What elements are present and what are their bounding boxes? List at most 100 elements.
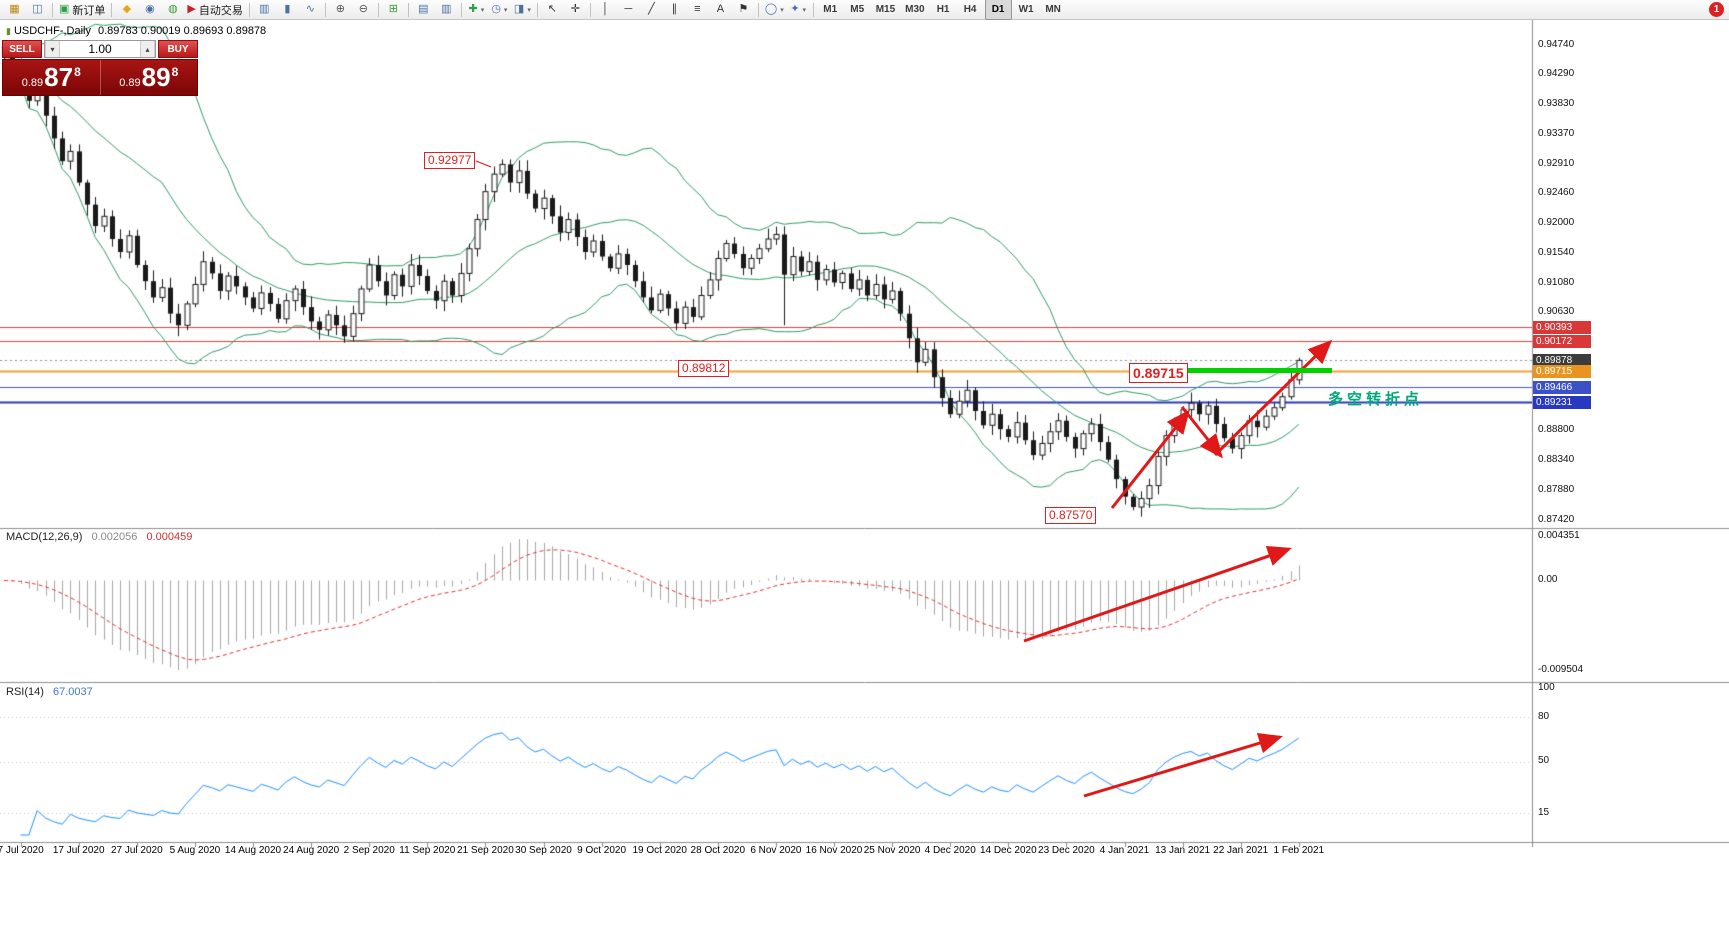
community-button[interactable]: ◍ (162, 1, 183, 18)
macd-title: MACD(12,26,9) (6, 531, 83, 543)
price-chart-canvas[interactable] (0, 20, 1729, 847)
periods-button[interactable]: ◷ ▾ (489, 1, 510, 18)
new-order-button-label: 新订单 (72, 4, 106, 17)
toolbar-separator (324, 2, 326, 17)
tf-w1-label: W1 (1018, 4, 1034, 15)
new-order-button[interactable]: ▣ 新订单 (57, 1, 107, 18)
autotrading-icon: ▶ (187, 3, 196, 15)
metaeditor-icon: ◆ (122, 3, 132, 15)
volume-up-icon[interactable]: ▴ (140, 41, 155, 57)
tf-h4-label: H4 (963, 4, 977, 15)
shapes-button-dropdown-icon[interactable]: ▾ (780, 6, 784, 14)
arrows-tool-button-dropdown-icon[interactable]: ▾ (802, 6, 807, 14)
price-annotation-shelf[interactable]: 0.89812 (678, 360, 730, 377)
crosshair-icon: ✛ (570, 3, 580, 15)
support-zone-line[interactable] (1186, 368, 1332, 373)
tf-h4[interactable]: H4 (958, 0, 983, 19)
candles-mode-button[interactable]: ▮ (277, 1, 298, 18)
market-button[interactable]: ◉ (139, 1, 160, 18)
buy-price-pips: 89 (141, 62, 171, 92)
buy-button[interactable]: BUY (158, 40, 198, 58)
tf-d1[interactable]: D1 (984, 0, 1012, 20)
profiles-button[interactable]: ◫ (27, 1, 48, 18)
indicators-button[interactable]: ✚ ▾ (466, 1, 487, 18)
text-button[interactable]: A (710, 1, 731, 18)
crosshair-button[interactable]: ✛ (565, 1, 586, 18)
tf-m15-label: M15 (875, 4, 896, 15)
chart-profile-icon: ◫ (32, 3, 43, 15)
trendline-button[interactable]: ╱ (641, 1, 662, 18)
new-chart-button[interactable]: ▦ (4, 1, 25, 18)
vertical-line-button[interactable]: │ (595, 1, 616, 18)
metaeditor-button[interactable]: ◆ (116, 1, 137, 18)
shapes-icon: ◯ (764, 3, 778, 15)
buy-price-figure: 0.89 (119, 77, 141, 89)
rsi-indicator-label: RSI(14) 67.0037 (6, 686, 93, 698)
indicators-button-dropdown-icon[interactable]: ▾ (480, 6, 485, 14)
tf-mn-label: MN (1045, 4, 1061, 15)
volume-down-icon[interactable]: ▾ (45, 41, 60, 57)
channel-icon: ∥ (671, 3, 678, 15)
ohlc-bars-icon: ▥ (259, 3, 270, 15)
sell-price[interactable]: 0.89 87 8 (3, 60, 100, 95)
autotrading-button-label: 自动交易 (198, 4, 243, 17)
tf-m15[interactable]: M15 (872, 0, 899, 19)
toolbar-separator (248, 2, 250, 17)
tf-w1[interactable]: W1 (1014, 0, 1039, 19)
toolbar-separator (52, 2, 53, 17)
sell-button[interactable]: SELL (2, 40, 42, 58)
channel-button[interactable]: ∥ (664, 1, 685, 18)
vertical-line-icon: │ (601, 3, 609, 15)
bars-mode-button[interactable]: ▥ (254, 1, 275, 18)
buy-price[interactable]: 0.89 89 8 (99, 60, 198, 95)
tf-mn[interactable]: MN (1041, 0, 1066, 19)
zoom-in-icon: ⊕ (335, 3, 345, 15)
turning-point-label[interactable]: 多空转折点 (1328, 391, 1424, 408)
line-mode-button[interactable]: ∿ (300, 1, 321, 18)
trendline-icon: ╱ (648, 3, 655, 15)
tf-m30[interactable]: M30 (901, 0, 928, 19)
fibonacci-icon: ≡ (694, 3, 701, 15)
tf-m1[interactable]: M1 (818, 0, 843, 19)
arrows-tool-button[interactable]: ✦ ▾ (788, 1, 809, 18)
toolbar-separator (377, 2, 379, 17)
rsi-title: RSI(14) (6, 686, 44, 698)
price-annotation-key-level[interactable]: 0.89715 (1129, 363, 1188, 383)
periods-button-dropdown-icon[interactable]: ▾ (503, 6, 508, 14)
tf-m1-label: M1 (823, 4, 838, 15)
community-icon: ◍ (168, 3, 178, 15)
cursor-button[interactable]: ↖ (542, 1, 563, 18)
volume-value[interactable]: 1.00 (88, 42, 112, 56)
tile-windows-button[interactable]: ⊞ (383, 1, 404, 18)
buy-price-pipette: 8 (171, 65, 179, 79)
tf-m30-label: M30 (905, 4, 925, 15)
candlestick-icon: ▮ (6, 26, 11, 36)
candlestick-mode-icon: ▮ (284, 3, 291, 15)
volume-stepper[interactable]: ▾ 1.00 ▴ (44, 40, 156, 58)
tile-windows-icon: ⊞ (388, 3, 398, 15)
new-order-icon: ▣ (59, 3, 70, 15)
text-icon: A (716, 3, 725, 15)
toolbar-separator (460, 2, 462, 17)
tf-d1-label: D1 (991, 4, 1005, 15)
shapes-button[interactable]: ◯ ▾ (763, 1, 786, 18)
horizontal-line-button[interactable]: ─ (618, 1, 639, 18)
macd-indicator-label: MACD(12,26,9) 0.002056 0.000459 (6, 531, 192, 543)
price-annotation-peak[interactable]: 0.92977 (424, 152, 476, 169)
templates-button[interactable]: ◨ ▾ (512, 1, 533, 18)
toolbar-separator (757, 2, 759, 17)
tf-m5[interactable]: M5 (845, 0, 870, 19)
chart-shift-button[interactable]: ▥ (436, 1, 457, 18)
notification-badge[interactable]: 1 (1709, 2, 1724, 17)
zoom-in-button[interactable]: ⊕ (330, 1, 351, 18)
price-annotation-trough[interactable]: 0.87570 (1045, 507, 1097, 524)
horizontal-line-icon: ─ (624, 3, 633, 15)
auto-arrange-button[interactable]: ▤ (413, 1, 434, 18)
autotrading-button[interactable]: ▶ 自动交易 (185, 1, 244, 18)
fibonacci-button[interactable]: ≡ (687, 1, 708, 18)
zoom-out-button[interactable]: ⊖ (353, 1, 374, 18)
label-button[interactable]: ⚑ (733, 1, 754, 18)
templates-button-dropdown-icon[interactable]: ▾ (527, 6, 531, 14)
tf-h1[interactable]: H1 (931, 0, 956, 19)
